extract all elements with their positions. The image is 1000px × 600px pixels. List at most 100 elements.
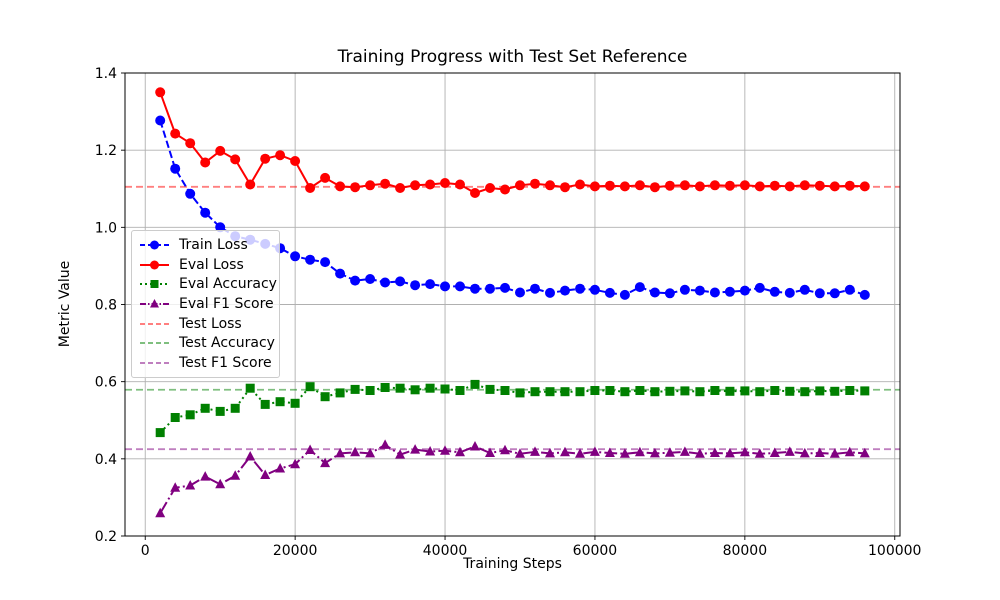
legend-line-sample	[140, 260, 169, 270]
data-point	[215, 406, 225, 416]
data-point	[619, 448, 630, 458]
data-point	[440, 281, 450, 292]
data-point	[320, 457, 331, 468]
data-point	[335, 388, 345, 398]
data-point	[545, 387, 555, 397]
data-point	[814, 447, 825, 457]
data-point	[275, 150, 286, 161]
data-point	[799, 447, 810, 458]
data-point	[844, 180, 855, 191]
data-point	[814, 180, 825, 191]
data-point	[589, 284, 600, 295]
data-point	[350, 275, 361, 286]
data-point	[185, 480, 196, 490]
data-point	[649, 287, 660, 298]
data-point	[515, 388, 525, 398]
data-point	[380, 439, 391, 449]
legend-entry: Eval Accuracy	[139, 275, 277, 293]
data-point	[604, 180, 615, 191]
y-tick-label: 0.2	[95, 529, 117, 545]
y-tick-label: 0.6	[95, 375, 117, 391]
data-point	[784, 181, 795, 192]
data-point	[754, 181, 765, 192]
data-point	[410, 444, 421, 454]
data-point	[170, 482, 181, 492]
data-point	[290, 398, 300, 408]
y-axis-label: Metric Value	[57, 260, 73, 348]
chart-title: Training Progress with Test Set Referenc…	[337, 47, 688, 67]
data-point	[724, 447, 735, 458]
data-point	[694, 285, 705, 296]
data-point	[634, 180, 645, 191]
data-point	[455, 386, 465, 395]
legend-label: Train Loss	[179, 236, 248, 253]
data-point	[545, 447, 555, 458]
legend-label: Test F1 Score	[179, 355, 272, 372]
legend-label: Eval F1 Score	[179, 295, 274, 312]
data-point	[425, 383, 435, 393]
data-point	[155, 115, 166, 126]
y-tick-label: 1.4	[95, 66, 117, 82]
data-point	[470, 188, 480, 198]
data-point	[455, 281, 465, 292]
data-point	[634, 282, 645, 293]
data-point	[530, 178, 540, 189]
data-point	[604, 447, 615, 457]
data-point	[589, 446, 600, 456]
data-point	[485, 183, 495, 193]
data-point	[395, 383, 405, 393]
data-point	[560, 182, 570, 193]
data-point	[530, 446, 540, 456]
data-point	[380, 383, 390, 392]
data-point	[530, 387, 540, 397]
data-point	[185, 410, 195, 420]
legend-line-sample	[140, 362, 169, 365]
data-point	[724, 286, 735, 297]
data-point	[560, 387, 570, 397]
data-point	[275, 397, 285, 407]
data-point	[245, 451, 256, 461]
data-point	[170, 128, 181, 139]
y-tick-label: 1.0	[95, 220, 117, 236]
data-point	[440, 384, 450, 394]
data-point	[649, 447, 660, 458]
data-point	[784, 287, 795, 298]
y-tick-label: 1.2	[95, 143, 117, 159]
data-point	[395, 183, 406, 193]
data-point	[350, 384, 360, 394]
data-point	[605, 386, 615, 395]
data-point	[500, 444, 510, 455]
data-point	[380, 277, 391, 288]
data-point	[335, 268, 346, 279]
data-point	[635, 386, 645, 395]
x-tick-label: 20000	[273, 543, 318, 559]
data-point	[455, 179, 465, 190]
data-point	[799, 284, 810, 295]
data-point	[470, 441, 480, 451]
data-point	[215, 478, 226, 489]
data-point	[695, 387, 705, 397]
data-point	[515, 180, 525, 191]
data-point	[365, 274, 376, 284]
data-point	[365, 447, 376, 458]
data-point	[560, 446, 570, 457]
data-point	[739, 446, 750, 457]
data-point	[649, 182, 660, 193]
data-point	[200, 157, 211, 168]
data-point	[500, 386, 510, 395]
data-point	[365, 180, 376, 191]
legend-label: Test Loss	[179, 315, 242, 332]
data-point	[335, 181, 346, 192]
data-point	[155, 87, 166, 98]
data-point	[350, 446, 361, 457]
data-point	[155, 507, 166, 518]
data-point	[320, 257, 331, 268]
data-point	[515, 448, 525, 458]
data-point	[200, 207, 211, 218]
data-point	[664, 180, 675, 191]
data-point	[800, 387, 810, 397]
data-point	[530, 283, 540, 294]
data-point	[260, 153, 271, 164]
data-point	[620, 387, 630, 397]
